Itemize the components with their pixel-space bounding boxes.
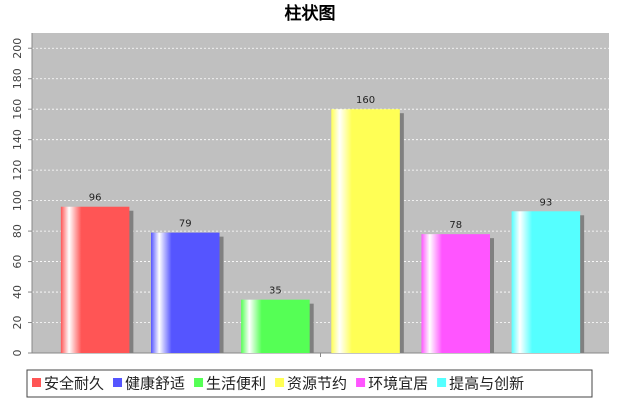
- bar: [511, 211, 581, 353]
- legend-label: 生活便利: [206, 375, 266, 393]
- legend-swatch: [275, 378, 285, 387]
- y-tick-label: 200: [11, 38, 24, 59]
- legend-swatch: [194, 378, 204, 387]
- y-tick-label: 100: [11, 190, 24, 211]
- bar: [421, 234, 490, 353]
- data-label: 78: [449, 220, 462, 231]
- legend-swatch: [356, 378, 366, 387]
- legend-label: 资源节约: [287, 375, 347, 393]
- data-label: 96: [89, 193, 102, 204]
- y-tick-label: 60: [11, 255, 24, 269]
- bar: [241, 299, 310, 353]
- y-tick-label: 0: [11, 350, 24, 357]
- data-label: 93: [540, 197, 553, 208]
- y-tick-label: 120: [11, 160, 24, 181]
- legend-label: 安全耐久: [44, 375, 104, 393]
- data-label: 160: [356, 95, 375, 106]
- y-tick-label: 140: [11, 129, 24, 150]
- legend-swatch: [32, 378, 41, 387]
- bar: [151, 232, 220, 353]
- y-tick-label: 180: [11, 68, 24, 89]
- legend-label: 环境宜居: [368, 375, 428, 393]
- bar: [331, 109, 400, 353]
- legend-swatch: [113, 378, 123, 387]
- legend-label: 健康舒适: [125, 375, 185, 393]
- legend-swatch: [437, 378, 447, 387]
- y-tick-label: 40: [11, 285, 24, 299]
- legend-label: 提高与创新: [449, 375, 524, 393]
- y-tick-label: 80: [11, 224, 24, 238]
- y-tick-label: 160: [11, 99, 24, 120]
- y-tick-label: 20: [11, 316, 24, 330]
- data-label: 79: [179, 219, 192, 230]
- bar: [60, 206, 130, 353]
- data-label: 35: [269, 286, 282, 297]
- chart-title: 柱状图: [285, 3, 336, 24]
